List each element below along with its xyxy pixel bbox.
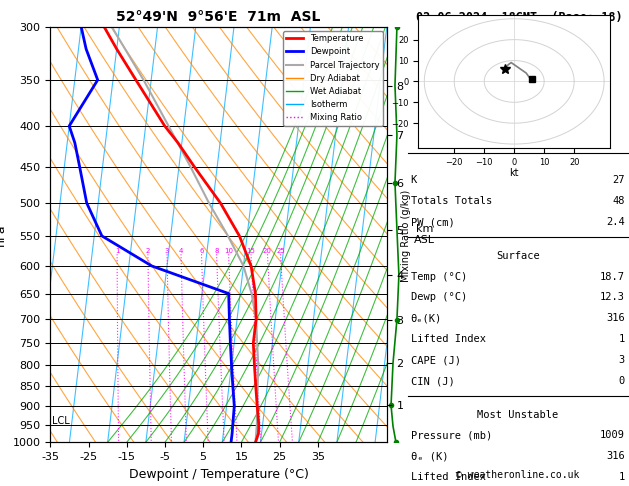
- Text: Surface: Surface: [496, 251, 540, 260]
- Text: 8: 8: [214, 248, 219, 254]
- Text: 2: 2: [146, 248, 150, 254]
- Text: 15: 15: [247, 248, 255, 254]
- Text: 27: 27: [612, 175, 625, 186]
- Text: 18.7: 18.7: [599, 272, 625, 281]
- Text: Dewp (°C): Dewp (°C): [411, 293, 467, 302]
- Text: 0: 0: [618, 376, 625, 386]
- Text: © weatheronline.co.uk: © weatheronline.co.uk: [456, 470, 579, 480]
- Text: 20: 20: [263, 248, 272, 254]
- Text: θₑ (K): θₑ (K): [411, 451, 448, 461]
- Text: 1009: 1009: [599, 431, 625, 440]
- Text: K: K: [411, 175, 417, 186]
- Text: 1: 1: [618, 334, 625, 344]
- Text: 12.3: 12.3: [599, 293, 625, 302]
- Text: 6: 6: [199, 248, 204, 254]
- Text: 10: 10: [224, 248, 233, 254]
- Text: Pressure (mb): Pressure (mb): [411, 431, 492, 440]
- Text: Lifted Index: Lifted Index: [411, 334, 486, 344]
- Text: Mixing Ratio (g/kg): Mixing Ratio (g/kg): [401, 190, 411, 282]
- Text: 316: 316: [606, 451, 625, 461]
- Text: 1: 1: [115, 248, 120, 254]
- Text: 316: 316: [606, 313, 625, 323]
- Text: 3: 3: [165, 248, 169, 254]
- Text: PW (cm): PW (cm): [411, 217, 455, 227]
- Text: 3: 3: [618, 355, 625, 365]
- Text: 2.4: 2.4: [606, 217, 625, 227]
- Text: Lifted Index: Lifted Index: [411, 472, 486, 482]
- Text: θₑ(K): θₑ(K): [411, 313, 442, 323]
- Y-axis label: km
ASL: km ASL: [414, 224, 435, 245]
- X-axis label: Dewpoint / Temperature (°C): Dewpoint / Temperature (°C): [129, 468, 308, 481]
- Title: 52°49'N  9°56'E  71m  ASL: 52°49'N 9°56'E 71m ASL: [116, 10, 321, 24]
- Text: 48: 48: [612, 196, 625, 207]
- Y-axis label: hPa: hPa: [0, 223, 7, 246]
- Text: 02.06.2024  18GMT  (Base: 18): 02.06.2024 18GMT (Base: 18): [416, 11, 622, 24]
- Text: Most Unstable: Most Unstable: [477, 410, 559, 419]
- Text: 4: 4: [179, 248, 183, 254]
- Text: CAPE (J): CAPE (J): [411, 355, 460, 365]
- Text: CIN (J): CIN (J): [411, 376, 455, 386]
- Text: LCL: LCL: [52, 416, 70, 426]
- Text: 25: 25: [276, 248, 285, 254]
- Text: 1: 1: [618, 472, 625, 482]
- X-axis label: kt: kt: [509, 168, 519, 178]
- Text: Temp (°C): Temp (°C): [411, 272, 467, 281]
- Legend: Temperature, Dewpoint, Parcel Trajectory, Dry Adiabat, Wet Adiabat, Isotherm, Mi: Temperature, Dewpoint, Parcel Trajectory…: [283, 31, 382, 125]
- Text: Totals Totals: Totals Totals: [411, 196, 492, 207]
